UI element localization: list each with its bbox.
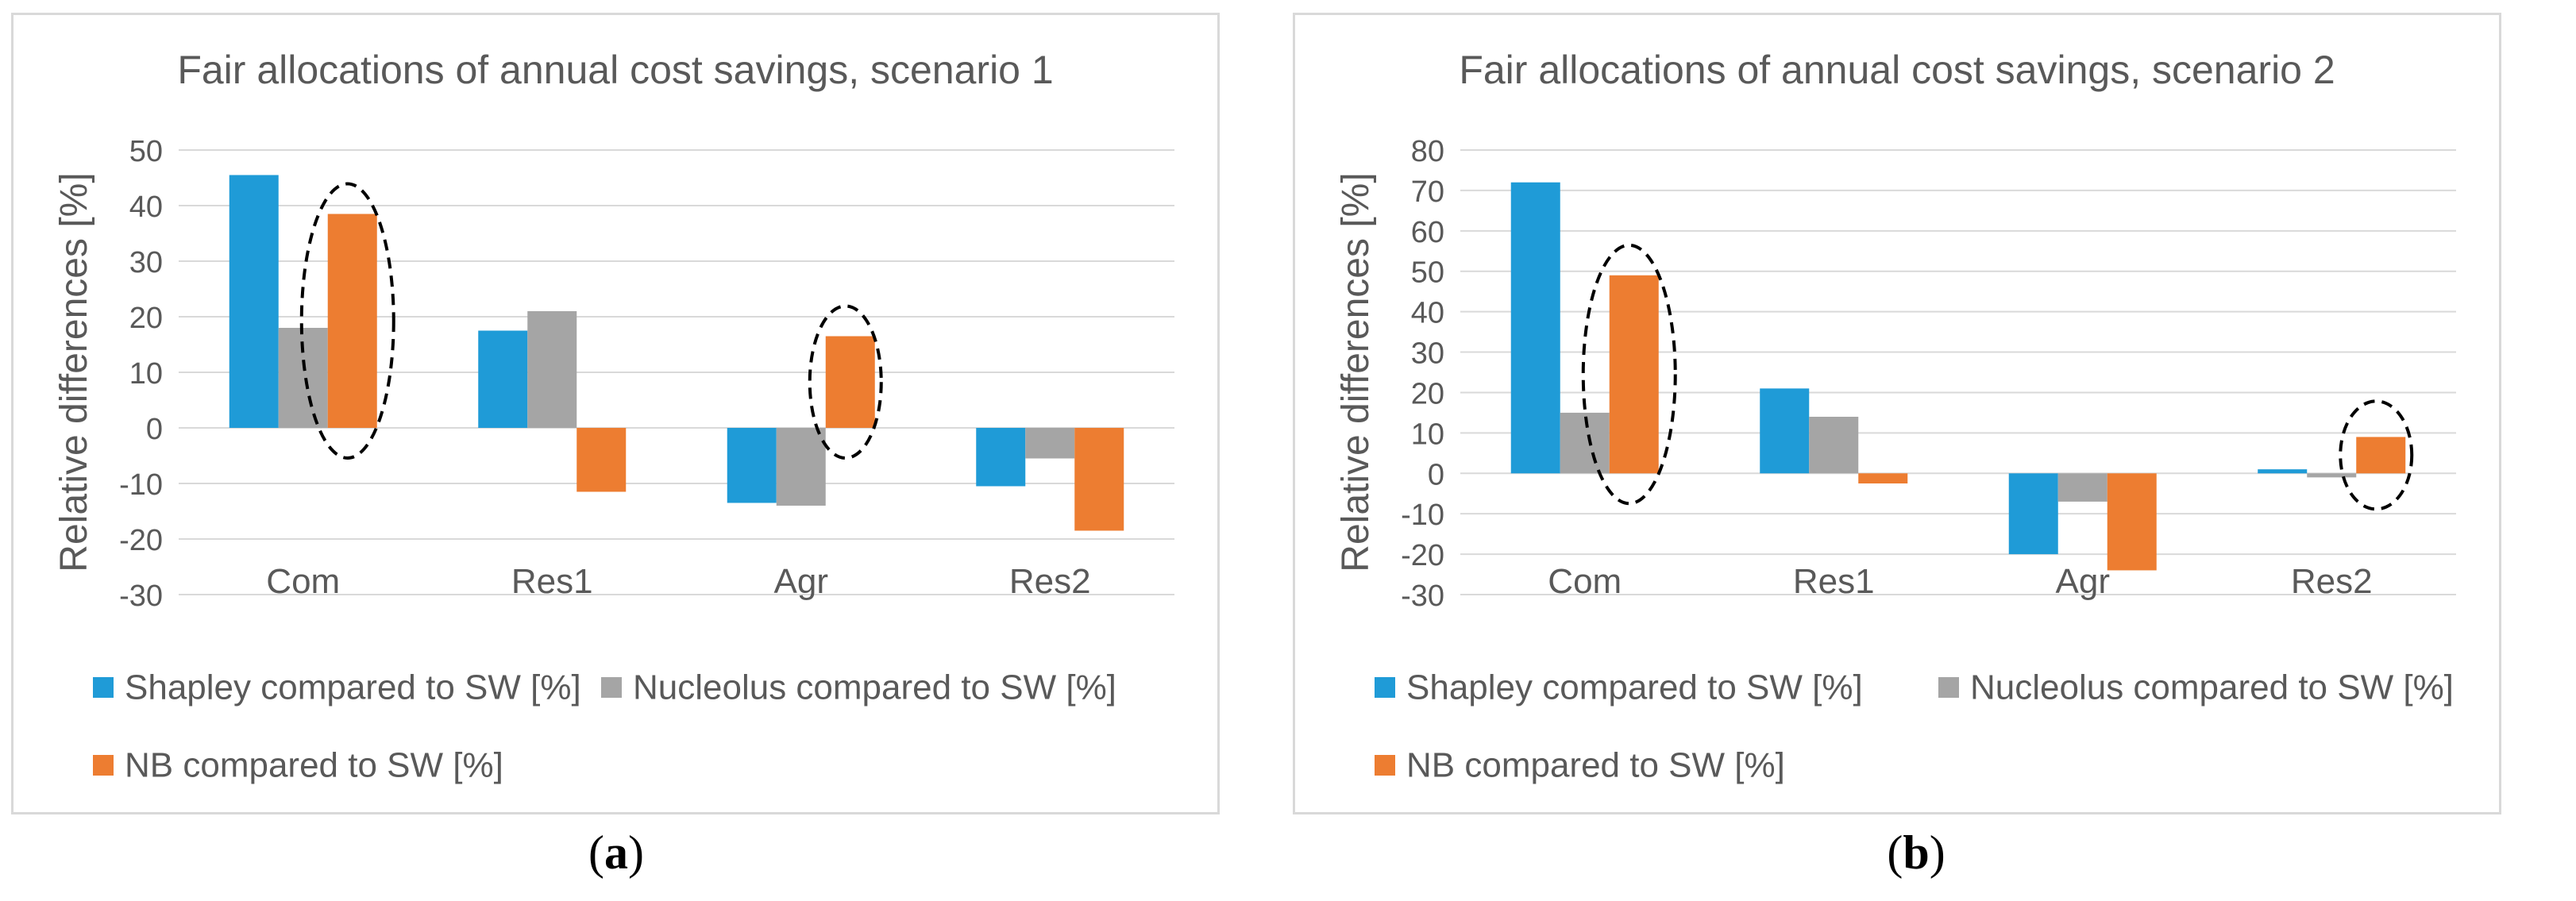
legend-label: NB compared to SW [%]	[125, 745, 503, 785]
legend-label: NB compared to SW [%]	[1406, 745, 1785, 785]
x-tick-label: Res2	[1009, 562, 1091, 601]
legend-swatch-shapley	[93, 677, 114, 699]
bar-shapley-com	[1510, 182, 1560, 474]
y-tick-label: 20	[1411, 377, 1444, 410]
bar-nucleolus-agr	[2057, 473, 2107, 502]
y-tick-label: 10	[129, 357, 163, 391]
legend-label: Nucleolus compared to SW [%]	[1970, 668, 2454, 707]
legend-label: Nucleolus compared to SW [%]	[633, 668, 1116, 707]
y-tick-label: 50	[1411, 256, 1444, 290]
legend-item-shapley: Shapley compared to SW [%]	[1375, 666, 1863, 707]
bar-shapley-agr	[727, 428, 777, 503]
y-tick-label: -10	[119, 468, 163, 502]
annotation-ellipse	[1581, 243, 1677, 506]
chart-plot-b: -30 -20 -10 0 10 20 30 40 50 60 70 80 Relative diffe…	[1335, 135, 2456, 613]
x-tick-label: Agr	[774, 562, 828, 601]
y-axis-label: Relative differences [%]	[53, 172, 95, 572]
y-tick-label: 0	[1428, 458, 1444, 491]
chart-panel-a: Fair allocations of annual cost savings,…	[11, 13, 1220, 814]
annotation-ellipse	[2339, 399, 2414, 511]
annotation-ellipse	[299, 182, 395, 460]
y-tick-label: 30	[1411, 337, 1444, 371]
legend-label: Shapley compared to SW [%]	[1406, 668, 1863, 707]
bar-nucleolus-res1	[527, 311, 577, 428]
y-tick-label: -20	[1401, 539, 1444, 572]
x-tick-label: Res1	[511, 562, 593, 601]
bar-nb-agr	[825, 336, 875, 428]
legend-item-nucleolus: Nucleolus compared to SW [%]	[601, 666, 1116, 707]
y-tick-label: 20	[129, 302, 163, 335]
y-tick-label: 80	[1411, 135, 1444, 168]
caption-letter: a	[604, 826, 628, 879]
x-tick-label: Com	[1548, 562, 1622, 601]
legend-item-nb: NB compared to SW [%]	[1375, 744, 1785, 785]
bar-nb-res1	[577, 428, 627, 492]
y-tick-label: -20	[119, 524, 163, 557]
bar-shapley-res1	[1760, 388, 1810, 474]
legend-swatch-nb	[93, 755, 114, 776]
caption-letter: b	[1903, 826, 1930, 879]
chart-title: Fair allocations of annual cost savings,…	[177, 48, 1054, 92]
y-tick-label: 70	[1411, 175, 1444, 209]
y-tick-label: 10	[1411, 418, 1444, 451]
y-tick-label: 40	[1411, 297, 1444, 330]
bar-nb-res2	[2356, 437, 2406, 474]
x-tick-label: Res1	[1793, 562, 1875, 601]
legend-item-nucleolus: Nucleolus compared to SW [%]	[1938, 666, 2454, 707]
annotation-ellipse	[808, 304, 883, 460]
bar-nb-agr	[2107, 473, 2157, 571]
bar-shapley-com	[229, 175, 279, 428]
y-tick-label: -30	[1401, 579, 1444, 613]
bar-nucleolus-res1	[1809, 417, 1859, 474]
y-tick-label: 50	[129, 135, 163, 168]
bar-shapley-agr	[2008, 473, 2058, 555]
y-tick-label: 0	[146, 413, 163, 446]
figure-caption-a: (a)	[588, 826, 644, 879]
y-axis-label: Relative differences [%]	[1335, 172, 1377, 572]
x-tick-label: Agr	[2056, 562, 2110, 601]
legend-item-shapley: Shapley compared to SW [%]	[93, 666, 581, 707]
bar-nucleolus-res2	[1025, 428, 1075, 459]
bar-nucleolus-res2	[2307, 473, 2357, 478]
y-tick-label: 60	[1411, 216, 1444, 249]
bar-shapley-res1	[478, 330, 528, 428]
y-tick-label: -10	[1401, 499, 1444, 532]
chart-panel-b: Fair allocations of annual cost savings,…	[1293, 13, 2501, 814]
x-tick-label: Res2	[2291, 562, 2373, 601]
y-tick-label: 40	[129, 191, 163, 224]
chart-plot-a: -30 -20 -10 0 10 20 30 40 50 Relative differences…	[53, 135, 1174, 613]
bar-nb-com	[1609, 275, 1659, 474]
legend-item-nb: NB compared to SW [%]	[93, 744, 503, 785]
bar-nucleolus-com	[1560, 412, 1610, 474]
y-tick-label: 30	[129, 246, 163, 279]
legend-swatch-nb	[1375, 755, 1395, 776]
figure-caption-b: (b)	[1887, 826, 1945, 879]
legend-swatch-nucleolus	[601, 677, 622, 699]
x-tick-label: Com	[266, 562, 340, 601]
y-tick-label: -30	[119, 579, 163, 613]
chart-title: Fair allocations of annual cost savings,…	[1459, 48, 2335, 92]
legend-swatch-nucleolus	[1938, 677, 1959, 699]
legend-label: Shapley compared to SW [%]	[125, 668, 581, 707]
legend-swatch-shapley	[1375, 677, 1395, 699]
bar-nb-com	[327, 214, 377, 428]
bar-nb-res1	[1858, 473, 1908, 483]
bar-shapley-res2	[976, 428, 1026, 487]
bar-nucleolus-agr	[776, 428, 826, 506]
bar-shapley-res2	[2258, 469, 2308, 474]
bar-nb-res2	[1074, 428, 1124, 531]
